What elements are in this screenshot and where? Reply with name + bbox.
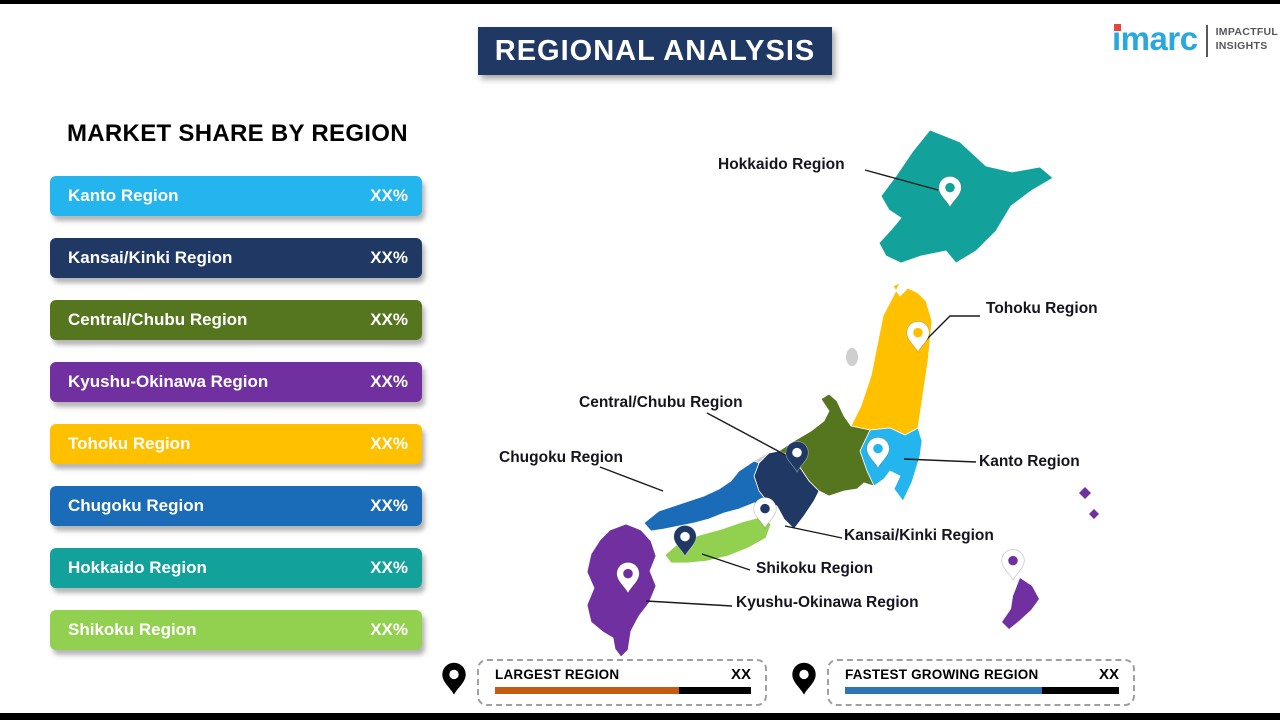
imarc-logo: imarc IMPACTFUL INSIGHTS (1112, 22, 1278, 57)
map-pin-chubu (785, 441, 809, 473)
map-region-okinawa-2 (1089, 509, 1099, 519)
map-region-okinawa-main (1002, 578, 1039, 629)
map-region-okinawa-1 (1079, 487, 1091, 499)
logo-tagline: IMPACTFUL INSIGHTS (1216, 26, 1279, 53)
map-pin-kanto (866, 437, 890, 469)
share-bar-value: XX% (370, 372, 408, 391)
top-border (0, 0, 1280, 4)
legend-largest-region: LARGEST REGION XX (477, 659, 767, 706)
page-title: REGIONAL ANALYSIS (478, 27, 832, 75)
share-bar-value: XX% (370, 310, 408, 329)
map-label-central-chubu: Central/Chubu Region (579, 394, 743, 411)
share-bar-shikoku: Shikoku Region XX% (50, 610, 422, 650)
logo-brand-text: imarc (1112, 20, 1198, 57)
legend-fastest-bar (845, 687, 1119, 694)
map-label-tohoku: Tohoku Region (986, 300, 1098, 317)
logo-tagline-line2: INSIGHTS (1215, 39, 1268, 52)
map-region-kanto (859, 427, 923, 502)
connector-tohoku (921, 315, 980, 345)
fastest-region-pin-icon (792, 662, 816, 695)
map-label-kansai: Kansai/Kinki Region (844, 527, 994, 544)
largest-region-pin-icon (442, 662, 466, 695)
map-label-hokkaido: Hokkaido Region (718, 156, 845, 173)
map-pin-okinawa (1001, 549, 1025, 581)
map-island-sado (846, 348, 858, 366)
map-connector-lines (599, 169, 980, 607)
logo-brand-wrap: imarc (1112, 22, 1198, 55)
legend-largest-label: LARGEST REGION (495, 667, 620, 682)
legend-largest-bar (495, 687, 751, 694)
logo-tagline-line1: IMPACTFUL (1215, 26, 1279, 38)
share-bar-label: Central/Chubu Region (68, 310, 248, 329)
legend-fastest-label: FASTEST GROWING REGION (845, 667, 1039, 682)
map-label-shikoku: Shikoku Region (756, 560, 874, 577)
share-bar-label: Tohoku Region (68, 434, 191, 453)
connector-kyushu (645, 600, 733, 607)
map-region-hokkaido (878, 129, 1054, 264)
map-pin-kansai (753, 497, 777, 529)
connector-kansai (784, 525, 843, 539)
share-bar-value: XX% (370, 620, 408, 639)
market-share-heading: MARKET SHARE BY REGION (67, 120, 408, 147)
share-bar-label: Kanto Region (68, 186, 179, 205)
share-bar-label: Kansai/Kinki Region (68, 248, 233, 267)
share-bar-kyushu: Kyushu-Okinawa Region XX% (50, 362, 422, 402)
share-bar-label: Chugoku Region (68, 496, 204, 515)
connector-hokkaido (864, 169, 939, 191)
legend-fastest-region: FASTEST GROWING REGION XX (827, 659, 1135, 706)
share-bar-value: XX% (370, 248, 408, 267)
map-label-kanto: Kanto Region (979, 453, 1080, 470)
share-bar-hokkaido: Hokkaido Region XX% (50, 548, 422, 588)
legend-largest-bar-fill (495, 687, 680, 694)
logo-dot-icon (1114, 24, 1121, 31)
connector-shikoku (701, 553, 751, 571)
share-bar-kanto: Kanto Region XX% (50, 176, 422, 216)
map-region-kyushu (586, 523, 657, 658)
japan-map (586, 129, 1099, 658)
share-bar-tohoku: Tohoku Region XX% (50, 424, 422, 464)
legend-largest-value: XX (730, 666, 751, 683)
share-bar-value: XX% (370, 434, 408, 453)
map-region-tohoku (850, 282, 933, 436)
share-bar-chubu: Central/Chubu Region XX% (50, 300, 422, 340)
connector-kanto (903, 458, 977, 463)
legend-largest-bar-end (679, 687, 751, 694)
legend-fastest-value: XX (1098, 666, 1119, 683)
share-bar-label: Hokkaido Region (68, 558, 207, 577)
map-label-chugoku: Chugoku Region (499, 449, 623, 466)
legend-fastest-bar-fill (845, 687, 1043, 694)
connector-central-chubu (706, 412, 794, 460)
share-bar-value: XX% (370, 496, 408, 515)
share-bar-chugoku: Chugoku Region XX% (50, 486, 422, 526)
map-pin-hokkaido (938, 176, 962, 208)
share-bar-value: XX% (370, 186, 408, 205)
market-share-list: Kanto Region XX% Kansai/Kinki Region XX%… (50, 176, 422, 650)
share-bar-label: Kyushu-Okinawa Region (68, 372, 269, 391)
bottom-border (0, 713, 1280, 720)
map-pin-shikoku (673, 525, 697, 557)
map-pin-tohoku (906, 321, 930, 353)
map-region-shikoku (664, 516, 772, 564)
share-bar-value: XX% (370, 558, 408, 577)
share-bar-kansai: Kansai/Kinki Region XX% (50, 238, 422, 278)
map-pin-kyushu (616, 562, 640, 594)
connector-chugoku (599, 466, 664, 492)
logo-divider (1205, 25, 1208, 57)
legend-fastest-bar-end (1042, 687, 1119, 694)
map-label-kyushu: Kyushu-Okinawa Region (736, 594, 919, 611)
share-bar-label: Shikoku Region (68, 620, 197, 639)
